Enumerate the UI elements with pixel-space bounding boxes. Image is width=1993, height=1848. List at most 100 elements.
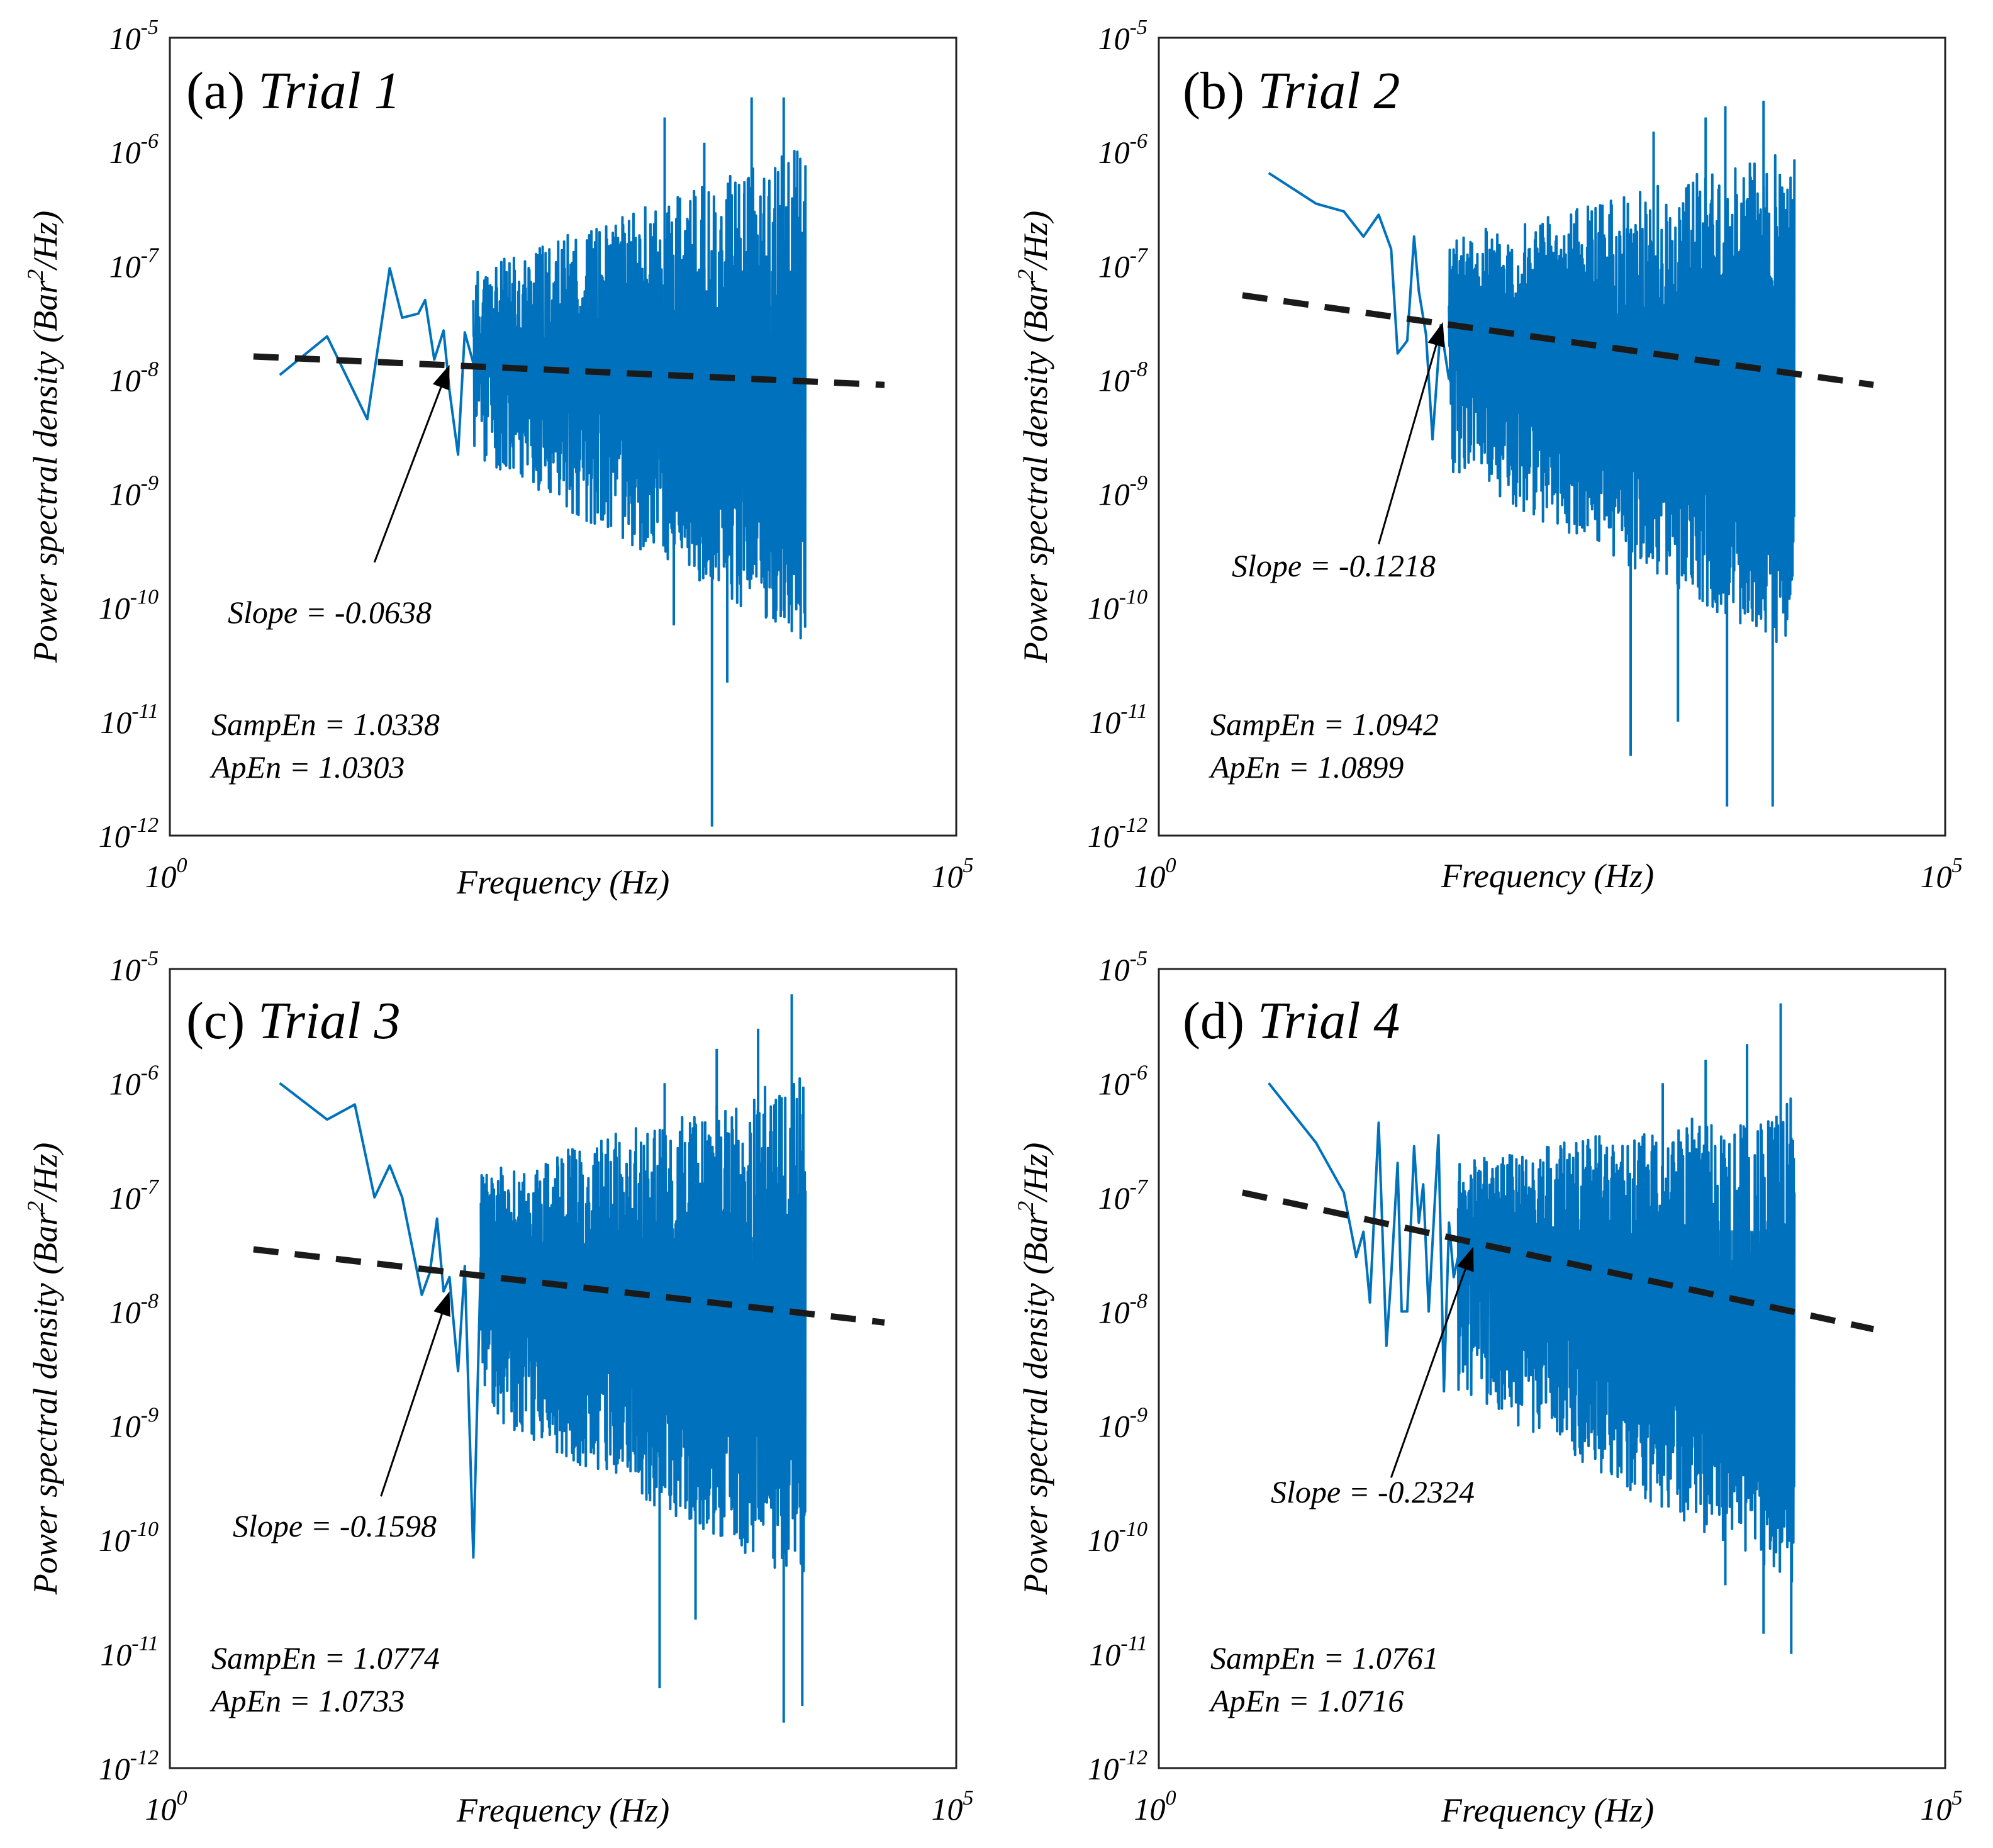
x-tick-label: 105	[1921, 1786, 1963, 1827]
y-tick-label: 10-6	[1098, 1061, 1147, 1101]
slope-annotation: Slope = -0.1218	[1232, 548, 1436, 583]
psd-line	[1268, 1082, 1460, 1393]
apen-annotation: ApEn = 1.0899	[1209, 749, 1404, 785]
slope-arrow	[1390, 1246, 1474, 1478]
y-axis-label: Power spectral density (Bar2/Hz)	[1013, 1143, 1054, 1595]
x-tick-label: 105	[932, 1786, 974, 1827]
plot-frame	[1158, 36, 1946, 837]
psd-dense-fill	[626, 301, 806, 522]
x-tick-labels: 100 105	[1134, 1786, 1963, 1827]
slope-annotation: Slope = -0.2324	[1271, 1474, 1475, 1509]
arrow-head	[433, 1291, 450, 1317]
arrow-shaft	[1390, 1268, 1466, 1478]
apen-annotation: ApEn = 1.0303	[209, 749, 405, 785]
x-tick-labels: 100 105	[1134, 854, 1963, 894]
psd-noise-band	[479, 994, 807, 1723]
y-tick-label: 10-8	[109, 357, 159, 398]
x-tick-labels: 100 105	[145, 854, 974, 894]
y-axis-label: Power spectral density (Bar2/Hz)	[1013, 211, 1054, 663]
y-tick-label: 10-7	[109, 1175, 160, 1216]
slope-annotation: Slope = -0.0638	[228, 595, 432, 630]
x-tick-labels: 100 105	[145, 1786, 974, 1827]
x-tick-label: 105	[1921, 854, 1963, 894]
x-tick-label: 100	[145, 854, 187, 894]
sampen-annotation: SampEn = 1.0942	[1210, 707, 1439, 742]
apen-annotation: ApEn = 1.0733	[209, 1683, 405, 1718]
slope-annotation: Slope = -0.1598	[233, 1508, 437, 1543]
y-tick-labels: 10-5 10-6 10-7 10-8 10-9 10-10 10-11 10-12	[99, 16, 160, 854]
y-tick-label: 10-6	[109, 1061, 159, 1101]
y-tick-label: 10-12	[99, 1746, 159, 1786]
psd-noise-band	[1448, 101, 1796, 807]
x-tick-label: 100	[1134, 1786, 1176, 1827]
panel-title: (a) Trial 1	[186, 62, 401, 120]
y-tick-labels: 10-5 10-6 10-7 10-8 10-9 10-10 10-11 10-12	[1088, 16, 1149, 854]
x-tick-label: 100	[1134, 854, 1176, 894]
arrow-shaft	[373, 386, 442, 563]
y-tick-label: 10-10	[99, 586, 159, 626]
x-axis-label: Frequency (Hz)	[1441, 1791, 1654, 1829]
x-tick-label: 100	[145, 1786, 187, 1827]
panel-title: (c) Trial 3	[186, 992, 401, 1050]
linear-fit-dashed-line	[1241, 1189, 1875, 1333]
y-tick-label: 10-6	[109, 130, 159, 170]
psd-noise-band	[1456, 1003, 1796, 1654]
y-tick-label: 10-7	[1098, 244, 1149, 284]
plot-frame	[1158, 968, 1946, 1769]
apen-annotation: ApEn = 1.0716	[1209, 1683, 1404, 1718]
x-axis-label: Frequency (Hz)	[1441, 857, 1654, 895]
psd-line	[279, 1082, 483, 1559]
sampen-annotation: SampEn = 1.0774	[211, 1640, 440, 1676]
y-tick-label: 10-9	[109, 472, 159, 512]
plot-frame	[169, 968, 957, 1769]
psd-dense-fill	[1615, 294, 1795, 514]
y-tick-label: 10-12	[1088, 814, 1147, 854]
y-tick-label: 10-10	[1088, 1518, 1147, 1558]
arrow-shaft	[1378, 345, 1438, 545]
psd-line	[1268, 172, 1451, 441]
arrow-head	[1457, 1246, 1474, 1272]
y-tick-label: 10-7	[109, 244, 160, 284]
y-tick-label: 10-12	[1088, 1746, 1147, 1786]
y-tick-label: 10-8	[1098, 1289, 1147, 1330]
sampen-annotation: SampEn = 1.0338	[211, 707, 440, 742]
x-axis-label: Frequency (Hz)	[456, 1791, 669, 1829]
y-tick-label: 10-5	[109, 947, 159, 987]
y-tick-label: 10-8	[109, 1289, 159, 1330]
y-tick-label: 10-5	[1098, 947, 1147, 987]
y-tick-label: 10-11	[100, 700, 159, 740]
y-tick-labels: 10-5 10-6 10-7 10-8 10-9 10-10 10-11 10-12	[99, 947, 160, 1786]
y-tick-labels: 10-5 10-6 10-7 10-8 10-9 10-10 10-11 10-12	[1088, 947, 1149, 1786]
linear-fit-dashed-line	[253, 353, 885, 388]
panel-title: (b) Trial 2	[1183, 62, 1400, 120]
arrow-shaft	[380, 1313, 443, 1497]
slope-arrow	[373, 364, 450, 563]
y-tick-label: 10-10	[99, 1518, 159, 1558]
sampen-annotation: SampEn = 1.0761	[1210, 1640, 1439, 1676]
y-tick-label: 10-9	[1098, 1404, 1147, 1444]
x-axis-label: Frequency (Hz)	[456, 863, 669, 901]
psd-dense-fill	[626, 1233, 806, 1454]
linear-fit-dashed-line	[253, 1246, 885, 1326]
y-tick-label: 10-11	[100, 1632, 159, 1672]
psd-noise-band	[472, 97, 807, 827]
psd-line	[279, 267, 475, 456]
slope-arrow	[1378, 322, 1445, 545]
plot-frame	[169, 36, 957, 837]
y-axis-label: Power spectral density (Bar2/Hz)	[23, 1143, 64, 1595]
x-tick-label: 105	[932, 854, 974, 894]
y-tick-label: 10-11	[1089, 700, 1147, 740]
psd-noise-trace	[472, 150, 807, 640]
y-tick-label: 10-11	[1089, 1632, 1147, 1672]
y-axis-label: Power spectral density (Bar2/Hz)	[23, 211, 64, 663]
y-tick-label: 10-5	[109, 16, 159, 56]
psd-noise-trace	[1448, 154, 1796, 643]
linear-fit-dashed-line	[1242, 292, 1874, 388]
arrow-head	[1427, 322, 1445, 348]
y-tick-label: 10-9	[1098, 472, 1147, 512]
panel-title: (d) Trial 4	[1183, 992, 1400, 1050]
y-tick-label: 10-12	[99, 814, 159, 854]
